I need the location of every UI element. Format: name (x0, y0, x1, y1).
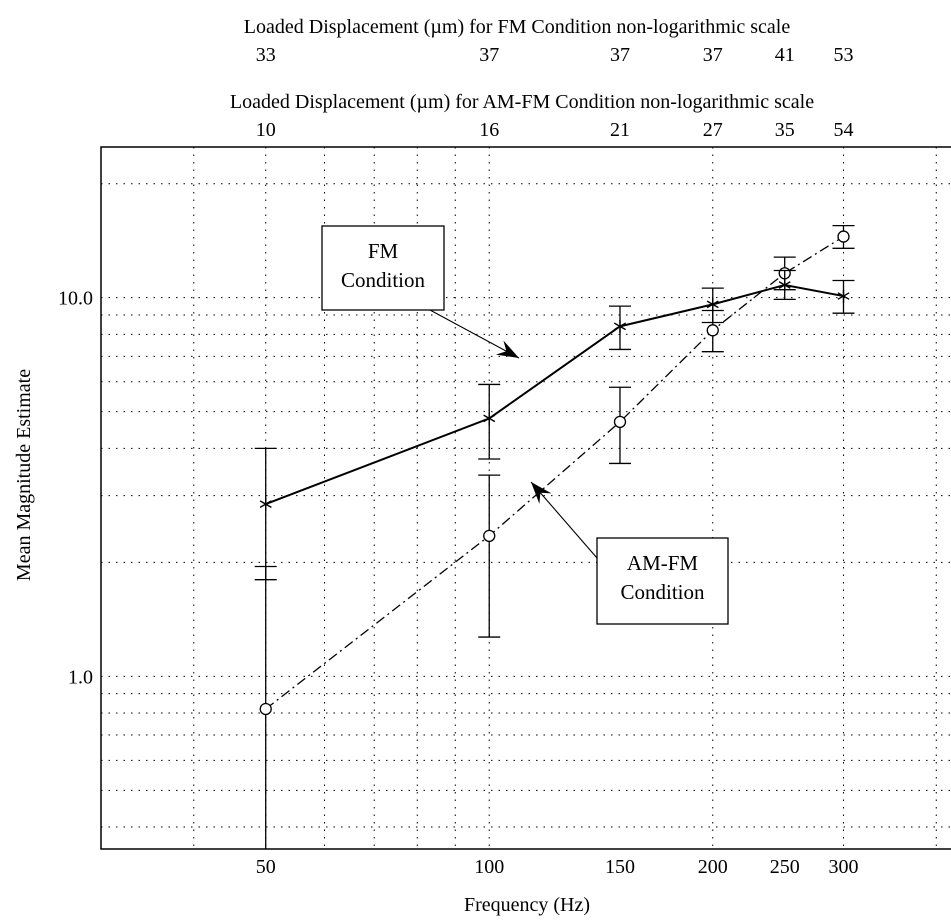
top-tick-label: 16 (479, 119, 499, 141)
x-tick-label: 150 (605, 856, 635, 878)
marker-stroke (706, 300, 719, 309)
annotation-amfm: AM-FM Condition (530, 481, 729, 625)
top-axis-label-fm: Loaded Displacement (µm) for FM Conditio… (244, 16, 791, 38)
series-line (265, 284, 844, 506)
x-tick-label: 300 (828, 856, 858, 878)
annotation-text: FM (368, 239, 399, 263)
top-tick-label: 41 (775, 44, 795, 66)
data-point (706, 324, 719, 337)
annotation-box (321, 225, 445, 311)
top-tick-label: 27 (703, 119, 723, 141)
x-axis-ticks: 50 100 150 200 250 300 (256, 856, 859, 878)
data-point (778, 278, 791, 292)
annotation-arrowhead (531, 482, 552, 504)
x-tick-label: 100 (474, 856, 504, 878)
series-fm-condition (254, 269, 855, 581)
annotation-box (596, 537, 729, 625)
data-point (613, 319, 626, 333)
top-tick-label: 53 (833, 44, 853, 66)
annotation-arrowhead (495, 340, 519, 358)
annotation-leader (530, 481, 598, 559)
data-point (483, 411, 496, 425)
marker-stroke (259, 500, 272, 508)
data-point (259, 497, 272, 511)
top-axis-ticks-amfm: 10 16 21 27 35 54 (256, 119, 854, 141)
marker-stroke (613, 322, 626, 331)
top-axis-ticks-fm: 33 37 37 37 41 53 (256, 44, 854, 66)
annotations: FM Condition AM-FM Condition (321, 225, 729, 625)
annotation-fm: FM Condition (321, 225, 520, 359)
marker-stroke (837, 292, 850, 300)
top-tick-label: 33 (256, 44, 276, 66)
top-axis-label-amfm: Loaded Displacement (µm) for AM-FM Condi… (230, 91, 814, 113)
x-axis-label: Frequency (Hz) (464, 894, 590, 916)
series-amfm-condition (254, 224, 855, 849)
data-point (837, 289, 850, 303)
marker-stroke (778, 281, 791, 289)
plot-frame (100, 146, 951, 850)
annotation-leader (429, 309, 520, 359)
annotation-text: AM-FM (627, 551, 699, 575)
data-point (259, 702, 272, 716)
top-tick-label: 37 (479, 44, 499, 66)
x-tick-label: 250 (770, 856, 800, 878)
marker-stroke (483, 414, 496, 423)
y-tick-label: 10.0 (58, 288, 93, 310)
y-axis-label: Mean Magnitude Estimate (13, 369, 35, 581)
annotation-text: Condition (341, 268, 426, 292)
y-axis-ticks: 1.0 10.0 (58, 288, 93, 689)
x-tick-label: 200 (698, 856, 728, 878)
data-point (837, 230, 850, 243)
top-tick-label: 10 (256, 119, 276, 141)
grid-lines (100, 147, 951, 849)
top-tick-label: 37 (610, 44, 630, 66)
annotation-text: Condition (620, 580, 705, 604)
y-tick-label: 1.0 (68, 666, 93, 688)
data-point (483, 529, 496, 542)
top-tick-label: 37 (703, 44, 723, 66)
data-point (613, 415, 627, 429)
top-tick-label: 21 (610, 119, 630, 141)
series-line (265, 236, 844, 710)
top-tick-label: 35 (775, 119, 795, 141)
x-tick-label: 50 (256, 856, 276, 878)
data-point (706, 297, 719, 311)
top-tick-label: 54 (833, 119, 853, 141)
